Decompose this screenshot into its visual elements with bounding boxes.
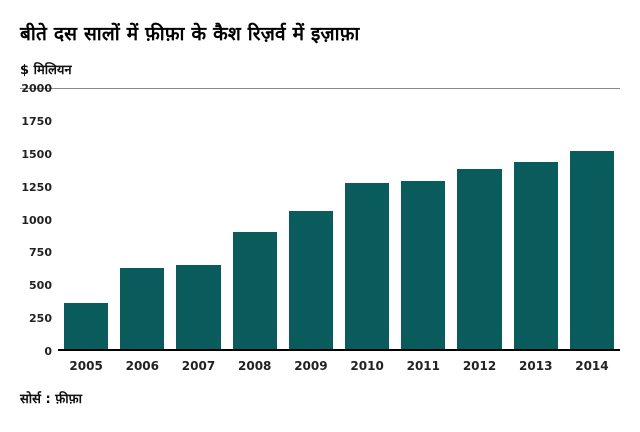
bar-column	[114, 88, 170, 349]
bar-2013	[513, 162, 558, 349]
bar-column	[564, 88, 620, 349]
y-axis-tick-label: 500	[29, 279, 52, 293]
y-axis-tick-label: 1000	[21, 213, 52, 227]
x-axis-label: 2010	[350, 359, 384, 373]
bar-column	[58, 88, 114, 349]
x-axis-label: 2009	[294, 359, 328, 373]
bar-2007	[176, 265, 221, 349]
x-axis-label: 2013	[519, 359, 553, 373]
y-axis-tick-label: 2000	[21, 82, 52, 96]
bar-2010	[345, 183, 390, 349]
bar-2012	[457, 168, 502, 349]
chart-title: बीते दस सालों में फ़ीफ़ा के कैश रिज़र्व …	[20, 23, 360, 45]
bar-column	[395, 88, 451, 349]
bar-2008	[232, 231, 277, 349]
x-axis-label: 2014	[575, 359, 609, 373]
x-axis-label: 2005	[69, 359, 103, 373]
y-axis: 2000 1750 1500 1250 1000 750 500 250 0	[20, 82, 58, 358]
bar-column	[170, 88, 226, 349]
source-text: सोर्स : फ़ीफ़ा	[20, 392, 82, 407]
bar-2009	[288, 210, 334, 349]
y-axis-tick-label: 1750	[21, 115, 52, 129]
plot-top-line	[20, 88, 620, 89]
bar-column	[508, 88, 564, 349]
x-axis-label: 2008	[238, 359, 272, 373]
bar-column	[339, 88, 395, 349]
y-axis-tick-label: 1500	[21, 147, 52, 161]
bar-column	[227, 88, 283, 349]
bar-2014	[569, 150, 615, 349]
bar-column	[283, 88, 339, 349]
y-axis-unit-label: $ मिलियन	[20, 63, 72, 78]
x-axis: 2005 2006 2007 2008 2009 2010 2011 2012 2013 2014	[58, 359, 620, 373]
y-axis-tick-label: 250	[29, 312, 52, 326]
y-axis-tick-label: 1250	[21, 180, 52, 194]
bar-2011	[401, 180, 446, 349]
plot-area	[58, 88, 620, 351]
x-axis-label: 2007	[181, 359, 216, 373]
x-axis-label: 2011	[406, 359, 441, 373]
x-axis-label: 2006	[125, 359, 159, 373]
bar-chart: 2000 1750 1500 1250 1000 750 500 250 0 2005 2006 2…	[20, 82, 620, 373]
x-axis-label: 2012	[462, 359, 497, 373]
plot-wrap: 2005 2006 2007 2008 2009 2010 2011 2012 2013 2014	[58, 88, 620, 373]
y-axis-tick-label: 750	[29, 246, 52, 260]
bar-column	[451, 88, 507, 349]
bar-2005	[64, 303, 109, 349]
bar-2006	[120, 268, 165, 349]
y-axis-tick-label: 0	[44, 345, 52, 359]
